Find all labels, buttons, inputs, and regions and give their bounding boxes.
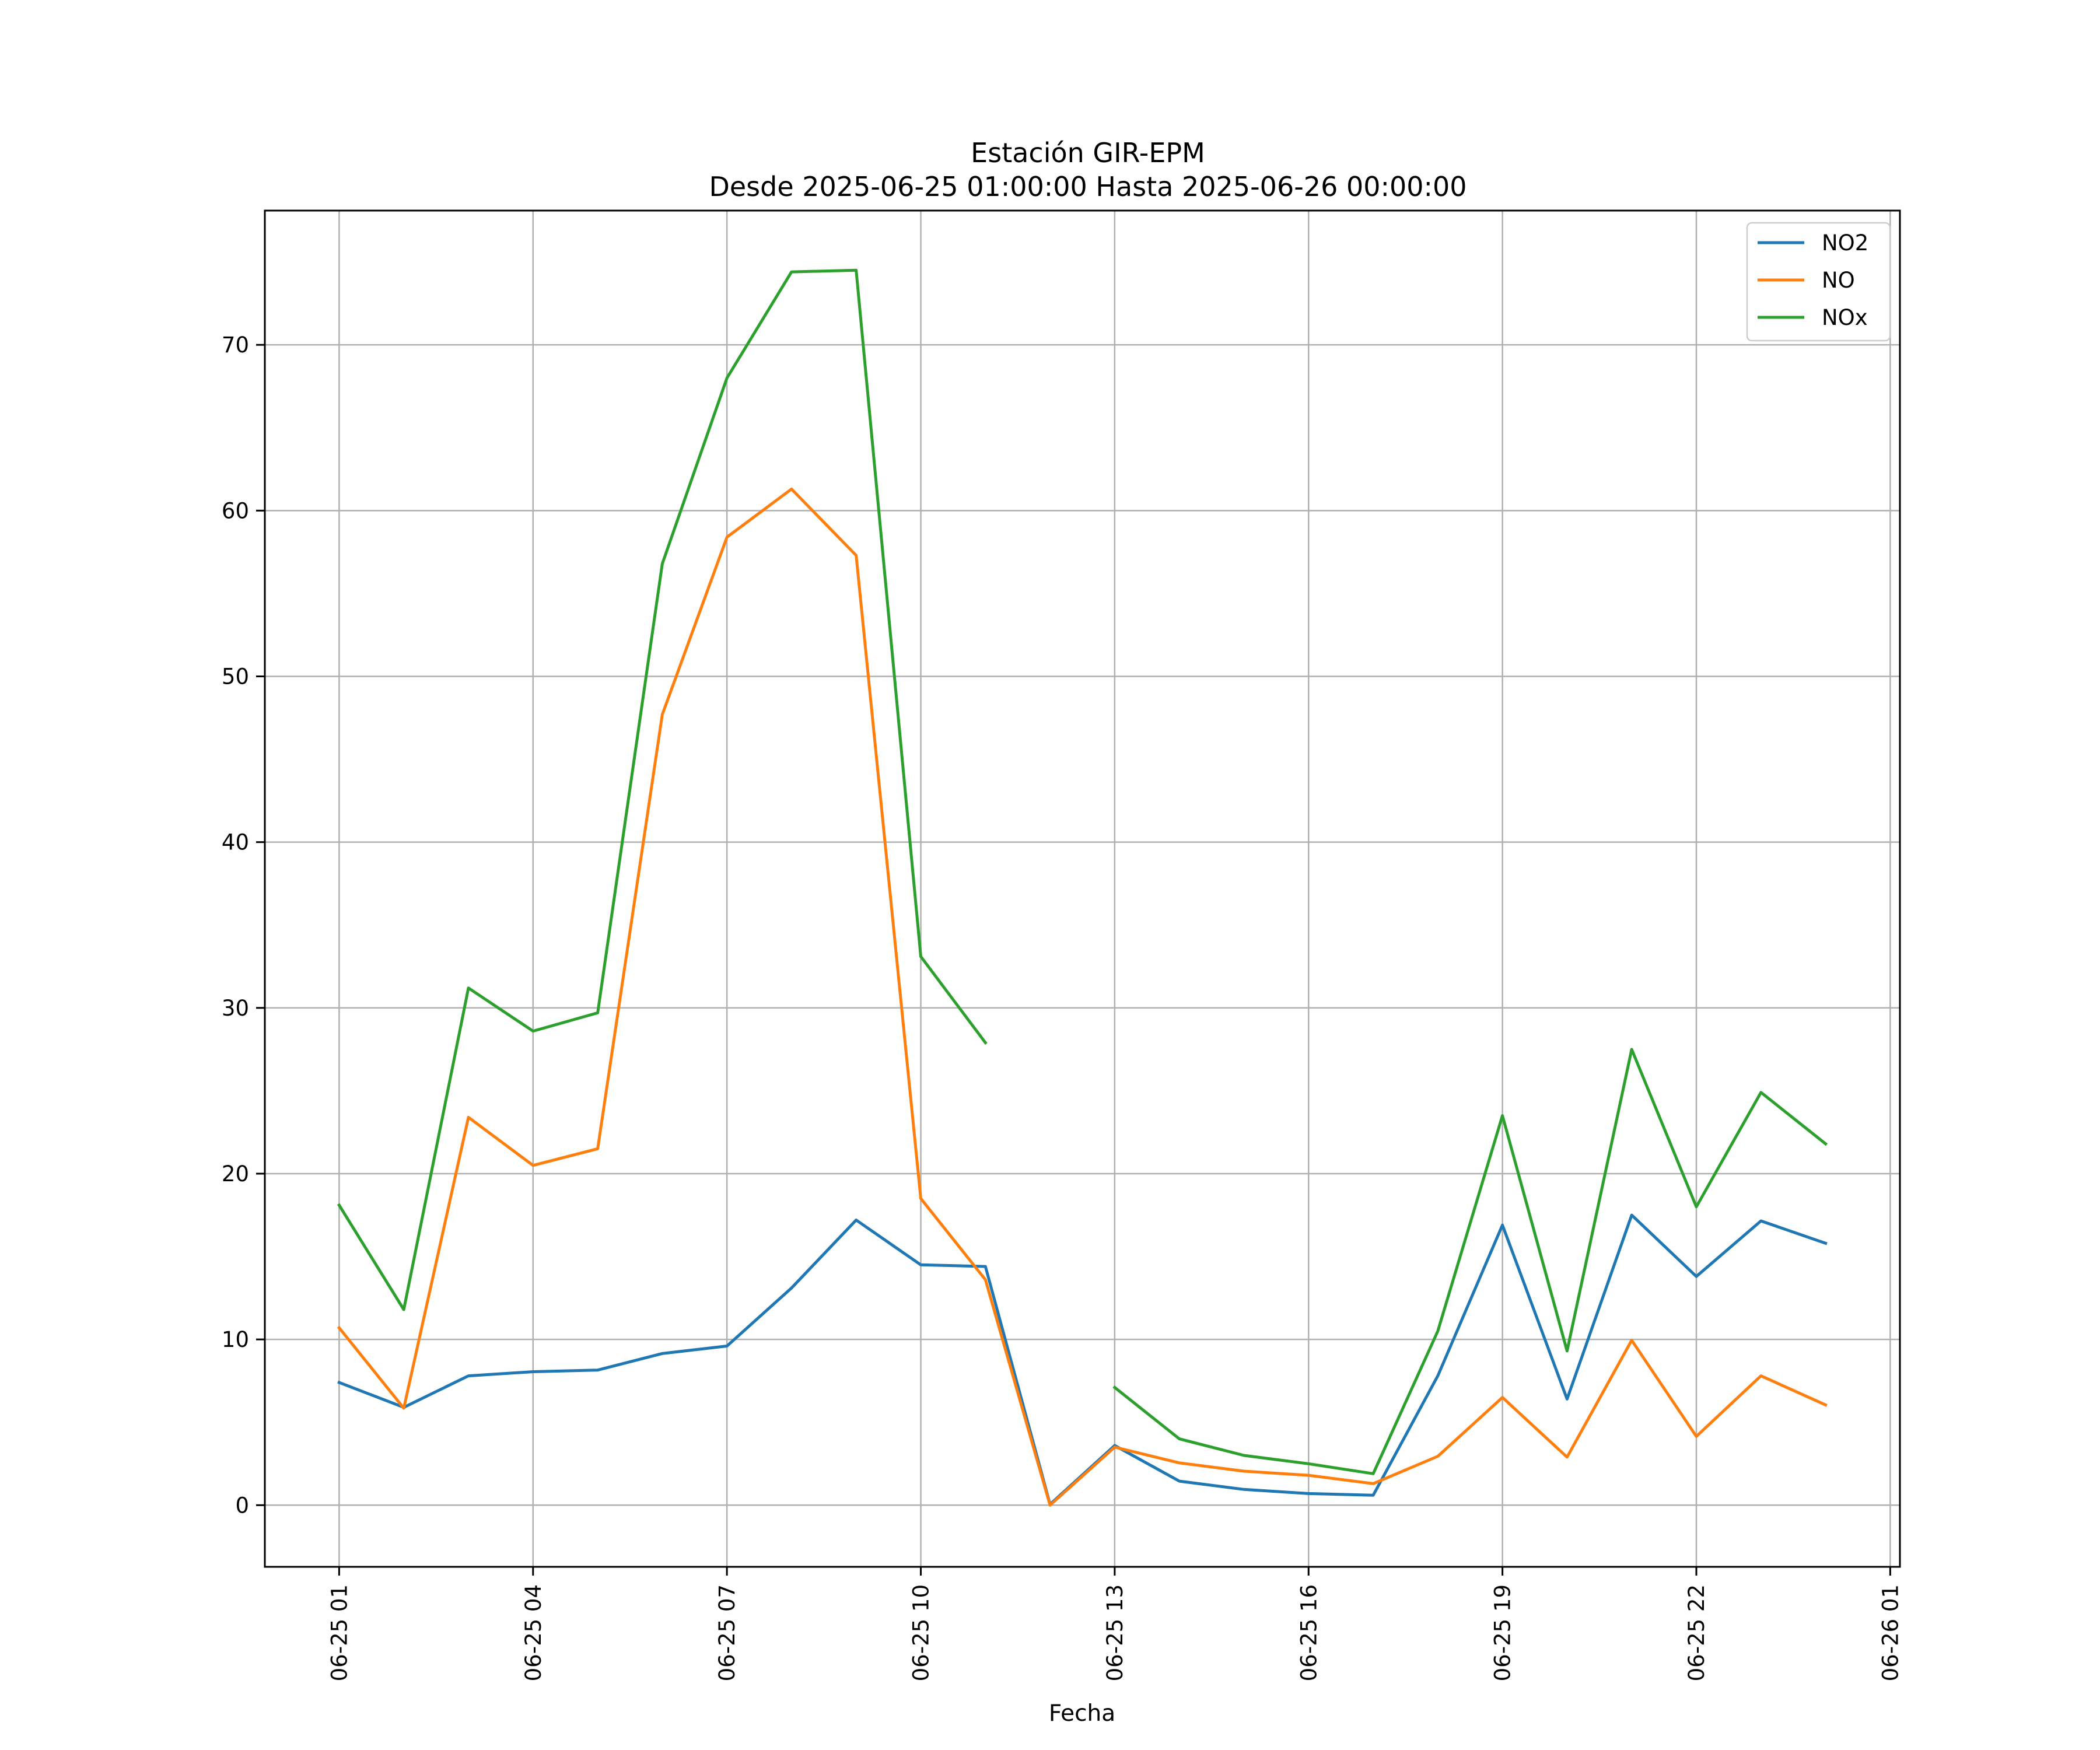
x-tick-label: 06-25 01 [327, 1584, 352, 1681]
y-tick-label: 10 [222, 1327, 249, 1352]
x-axis-label: Fecha [1049, 1700, 1115, 1727]
x-tick-label: 06-25 22 [1684, 1584, 1709, 1681]
y-tick-label: 60 [222, 498, 249, 523]
x-tick-label: 06-25 10 [909, 1584, 934, 1681]
x-tick-label: 06-25 13 [1102, 1584, 1128, 1681]
x-tick-label: 06-25 19 [1490, 1584, 1516, 1681]
x-tick-label: 06-25 04 [521, 1584, 546, 1681]
y-tick-label: 20 [222, 1161, 249, 1186]
series-lines [337, 268, 1828, 1507]
x-tick-label: 06-25 07 [715, 1584, 740, 1681]
series-line-no2 [337, 1213, 1828, 1506]
legend-label: NOx [1822, 305, 1868, 330]
series-line-nox [337, 268, 1828, 1475]
y-tick-label: 0 [235, 1493, 249, 1518]
legend-label: NO2 [1822, 230, 1868, 256]
y-axis: 0 10 20 30 40 50 60 70 [222, 332, 265, 1518]
x-axis: 06-25 01 06-25 04 06-25 07 06-25 10 06-25 13… [327, 1567, 1903, 1681]
y-tick-label: 70 [222, 332, 249, 358]
legend: NO2 NO NOx [1746, 222, 1891, 342]
y-tick-label: 40 [222, 830, 249, 855]
chart-subtitle: Desde 2025-06-25 01:00:00 Hasta 2025-06-… [709, 171, 1466, 202]
legend-box [1746, 222, 1891, 342]
plot-frame [264, 209, 1901, 1568]
series-line-no [337, 487, 1828, 1507]
x-tick-label: 06-25 16 [1296, 1584, 1321, 1681]
y-tick-label: 50 [222, 664, 249, 689]
y-tick-label: 30 [222, 996, 249, 1021]
legend-label: NO [1822, 268, 1855, 293]
x-tick-label: 06-26 01 [1878, 1584, 1903, 1681]
grid-lines [265, 211, 1900, 1567]
chart-title: Estación GIR-EPM [971, 137, 1205, 169]
